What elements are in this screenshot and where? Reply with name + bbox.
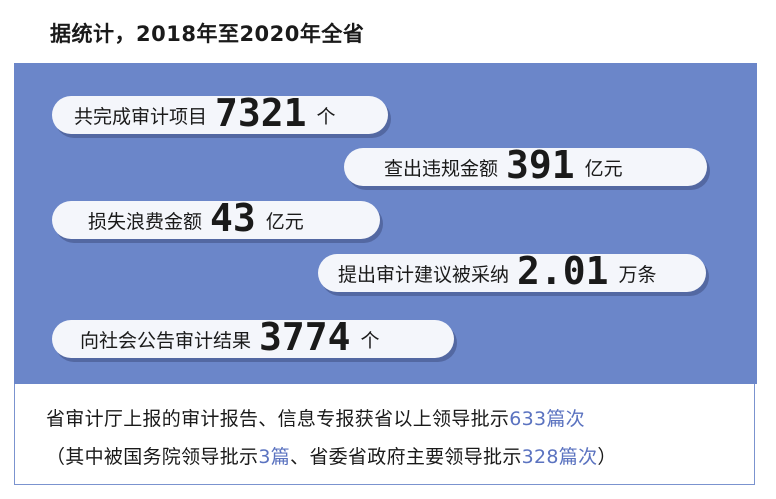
- footer-line-2: （其中被国务院领导批示3篇、省委省政府主要领导批示328篇次）: [46, 442, 617, 469]
- footer-line-1: 省审计厅上报的审计报告、信息专报获省以上领导批示633篇次: [46, 404, 585, 431]
- stat-pill-waste-amount: 损失浪费金额 43 亿元: [52, 196, 380, 240]
- footer-text: ）: [597, 446, 617, 468]
- stat-number: 391: [506, 143, 575, 187]
- stat-label: 提出审计建议被采纳: [338, 263, 510, 286]
- stat-pill-audit-projects: 共完成审计项目 7321 个: [52, 91, 388, 135]
- stat-unit: 亿元: [584, 157, 623, 180]
- stat-unit: 个: [360, 329, 380, 352]
- footer-highlight: 328篇次: [521, 446, 598, 468]
- stat-unit: 个: [316, 105, 336, 128]
- footer-box: [14, 384, 755, 485]
- stat-unit: 亿元: [265, 210, 304, 233]
- stat-number: 7321: [215, 91, 307, 135]
- stat-label: 向社会公告审计结果: [80, 329, 252, 352]
- footer-text: 、省委省政府主要领导批示: [290, 446, 522, 468]
- stat-number: 43: [210, 196, 256, 240]
- stat-unit: 万条: [618, 263, 657, 286]
- stat-number: 3774: [259, 315, 351, 359]
- footer-highlight: 3篇: [258, 446, 291, 468]
- stat-number: 2.01: [517, 249, 609, 293]
- stat-label: 共完成审计项目: [74, 105, 208, 128]
- footer-highlight: 633篇次: [509, 408, 585, 430]
- stat-label: 查出违规金额: [384, 157, 499, 180]
- stat-label: 损失浪费金额: [88, 210, 203, 233]
- stat-pill-public-announcements: 向社会公告审计结果 3774 个: [52, 315, 454, 359]
- page-heading: 据统计，2018年至2020年全省: [50, 22, 365, 46]
- stat-pill-violation-amount: 查出违规金额 391 亿元: [344, 143, 707, 187]
- footer-text: 省审计厅上报的审计报告、信息专报获省以上领导批示: [46, 408, 510, 430]
- footer-text: （其中被国务院领导批示: [46, 446, 259, 468]
- stat-pill-adopted-suggestions: 提出审计建议被采纳 2.01 万条: [318, 249, 706, 293]
